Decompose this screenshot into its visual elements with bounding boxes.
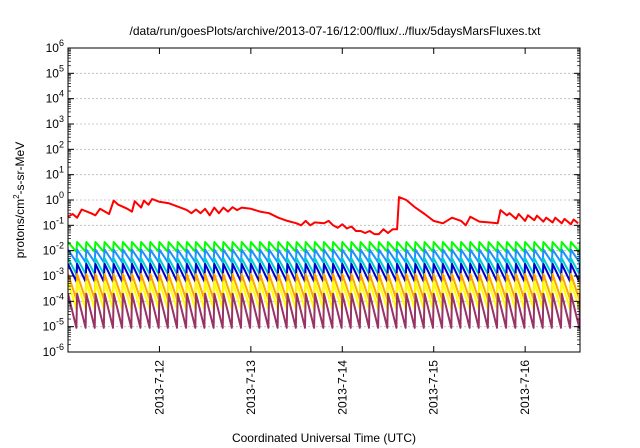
y-tick-exponent: -5 xyxy=(56,317,64,327)
y-tick-label: 10-3 xyxy=(43,266,64,283)
y-tick-label: 103 xyxy=(46,114,64,131)
y-tick-label: 10-5 xyxy=(43,317,64,334)
y-tick-base: 10 xyxy=(43,294,57,308)
y-tick-label: 101 xyxy=(46,165,64,182)
y-tick-exponent: 3 xyxy=(59,114,64,124)
y-tick-exponent: 4 xyxy=(59,89,64,99)
y-tick-exponent: -4 xyxy=(56,291,64,301)
y-axis-label-pre: protons/cm xyxy=(13,199,27,258)
y-tick-exponent: -1 xyxy=(56,215,64,225)
y-tick-exponent: 6 xyxy=(59,38,64,48)
y-tick-exponent: 1 xyxy=(59,165,64,175)
y-tick-base: 10 xyxy=(43,244,57,258)
y-tick-label: 104 xyxy=(46,89,64,106)
y-tick-label: 10-1 xyxy=(43,215,64,232)
x-axis-label: Coordinated Universal Time (UTC) xyxy=(232,431,416,445)
y-axis-label-sup: 2 xyxy=(12,194,21,199)
x-tick-label: 2013-7-12 xyxy=(152,360,166,415)
x-axis: 2013-7-12 2013-7-13 2013-7-14 2013-7-15 2013… xyxy=(152,48,532,415)
y-tick-label: 10-4 xyxy=(43,291,64,308)
y-tick-label: 106 xyxy=(46,38,64,55)
y-tick-exponent: 2 xyxy=(59,139,64,149)
x-tick-label: 2013-7-14 xyxy=(335,360,349,415)
series-line-8 xyxy=(68,292,580,329)
y-tick-exponent: -6 xyxy=(56,342,64,352)
y-axis-label-post: -s-sr-MeV xyxy=(13,142,27,195)
y-tick-label: 100 xyxy=(46,190,64,207)
series-line-3 xyxy=(68,248,580,264)
y-tick-label: 10-2 xyxy=(43,241,64,258)
y-tick-exponent: -2 xyxy=(56,241,64,251)
x-tick-label: 2013-7-15 xyxy=(427,360,441,415)
y-axis: 10-610-510-410-310-210-11001011021031041… xyxy=(43,38,580,359)
chart-title: /data/run/goesPlots/archive/2013-07-16/1… xyxy=(130,24,542,38)
y-tick-base: 10 xyxy=(43,218,57,232)
x-tick-label: 2013-7-13 xyxy=(244,360,258,415)
series-line-4 xyxy=(68,257,580,275)
y-tick-exponent: -3 xyxy=(56,266,64,276)
y-tick-base: 10 xyxy=(46,66,60,80)
y-tick-base: 10 xyxy=(43,269,57,283)
series-line-2 xyxy=(68,241,580,253)
y-tick-label: 105 xyxy=(46,63,64,80)
x-tick-label: 2013-7-16 xyxy=(518,360,532,415)
series-group xyxy=(68,196,580,329)
y-tick-base: 10 xyxy=(46,41,60,55)
y-tick-base: 10 xyxy=(46,168,60,182)
series-line-7 xyxy=(68,280,580,310)
y-tick-exponent: 0 xyxy=(59,190,64,200)
series-line-6 xyxy=(68,273,580,301)
series-line-5 xyxy=(68,262,580,283)
y-tick-label: 10-6 xyxy=(43,342,64,359)
y-axis-label: protons/cm2-s-sr-MeV xyxy=(12,142,27,258)
y-tick-base: 10 xyxy=(43,345,57,359)
series-line-1 xyxy=(68,196,579,236)
y-tick-base: 10 xyxy=(46,142,60,156)
y-tick-base: 10 xyxy=(46,193,60,207)
y-tick-exponent: 5 xyxy=(59,63,64,73)
y-tick-base: 10 xyxy=(46,117,60,131)
y-tick-base: 10 xyxy=(46,92,60,106)
y-tick-label: 102 xyxy=(46,139,64,156)
y-tick-base: 10 xyxy=(43,320,57,334)
